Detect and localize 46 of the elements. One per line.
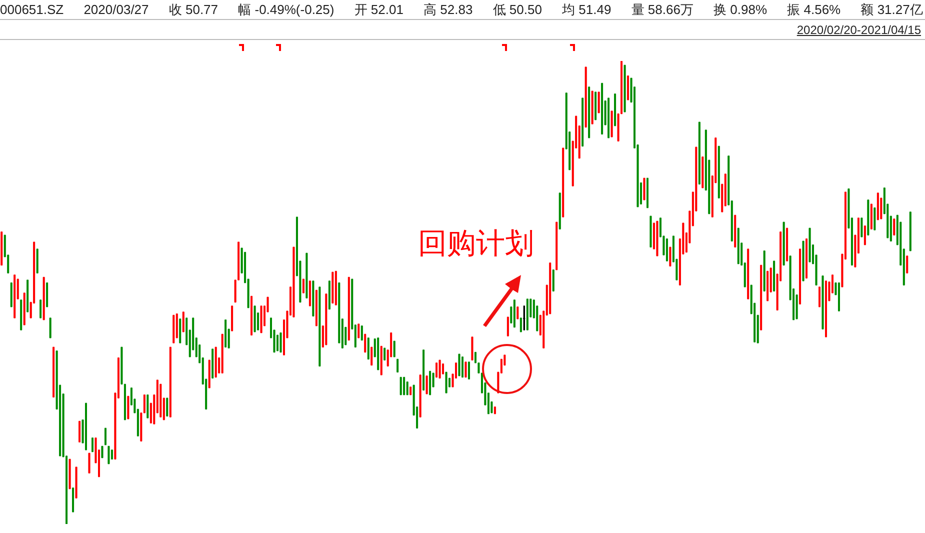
candlestick	[782, 222, 785, 266]
text: 换 0.98%	[714, 0, 768, 18]
text: 收 50.77	[168, 0, 218, 18]
candlestick	[280, 332, 282, 353]
chart-title: 000651.SZ	[0, 2, 64, 17]
text: 均 51.49	[562, 0, 612, 18]
candlestick	[802, 240, 804, 282]
text: 开 52.01	[354, 0, 404, 18]
candlestick	[464, 362, 467, 378]
candlestick	[438, 360, 441, 378]
candlestick	[426, 376, 428, 394]
text: 幅 -0.49%(-0.25)	[238, 0, 334, 18]
candlestick	[650, 216, 652, 248]
text: 高 52.83	[424, 0, 473, 18]
candlestick	[68, 458, 71, 490]
candlestick	[822, 276, 824, 330]
candlestick	[656, 220, 658, 256]
candlestick	[306, 252, 308, 298]
candlestick	[458, 354, 460, 376]
text: 量 58.66万	[631, 0, 694, 18]
candlestick	[860, 218, 863, 238]
candlestick	[88, 452, 90, 474]
candlestick	[75, 466, 78, 498]
candlestick	[610, 110, 613, 138]
chart-subtitle: 2020/02/20-2021/04/15	[796, 23, 921, 37]
candlestick	[292, 246, 295, 318]
text: 2020/03/27	[84, 2, 149, 17]
candlestick	[312, 280, 314, 316]
candlestick	[669, 246, 672, 266]
annotation: 回购计划	[418, 227, 534, 261]
candlestick	[101, 446, 104, 458]
text: 额 31.27亿	[860, 0, 923, 18]
text: 低 50.50	[492, 0, 542, 18]
candlestick	[108, 446, 110, 464]
candlestick	[49, 318, 52, 338]
candlestick	[260, 306, 262, 334]
candlestick	[808, 228, 811, 262]
candlestick	[445, 372, 448, 394]
candlestick	[624, 64, 626, 112]
candlestick	[643, 178, 646, 200]
text: 振 4.56%	[787, 0, 841, 18]
candlestick	[471, 336, 474, 360]
candlestick	[127, 396, 130, 420]
candlestick	[254, 306, 256, 332]
candlestick	[598, 92, 600, 114]
candlestick	[419, 374, 422, 418]
